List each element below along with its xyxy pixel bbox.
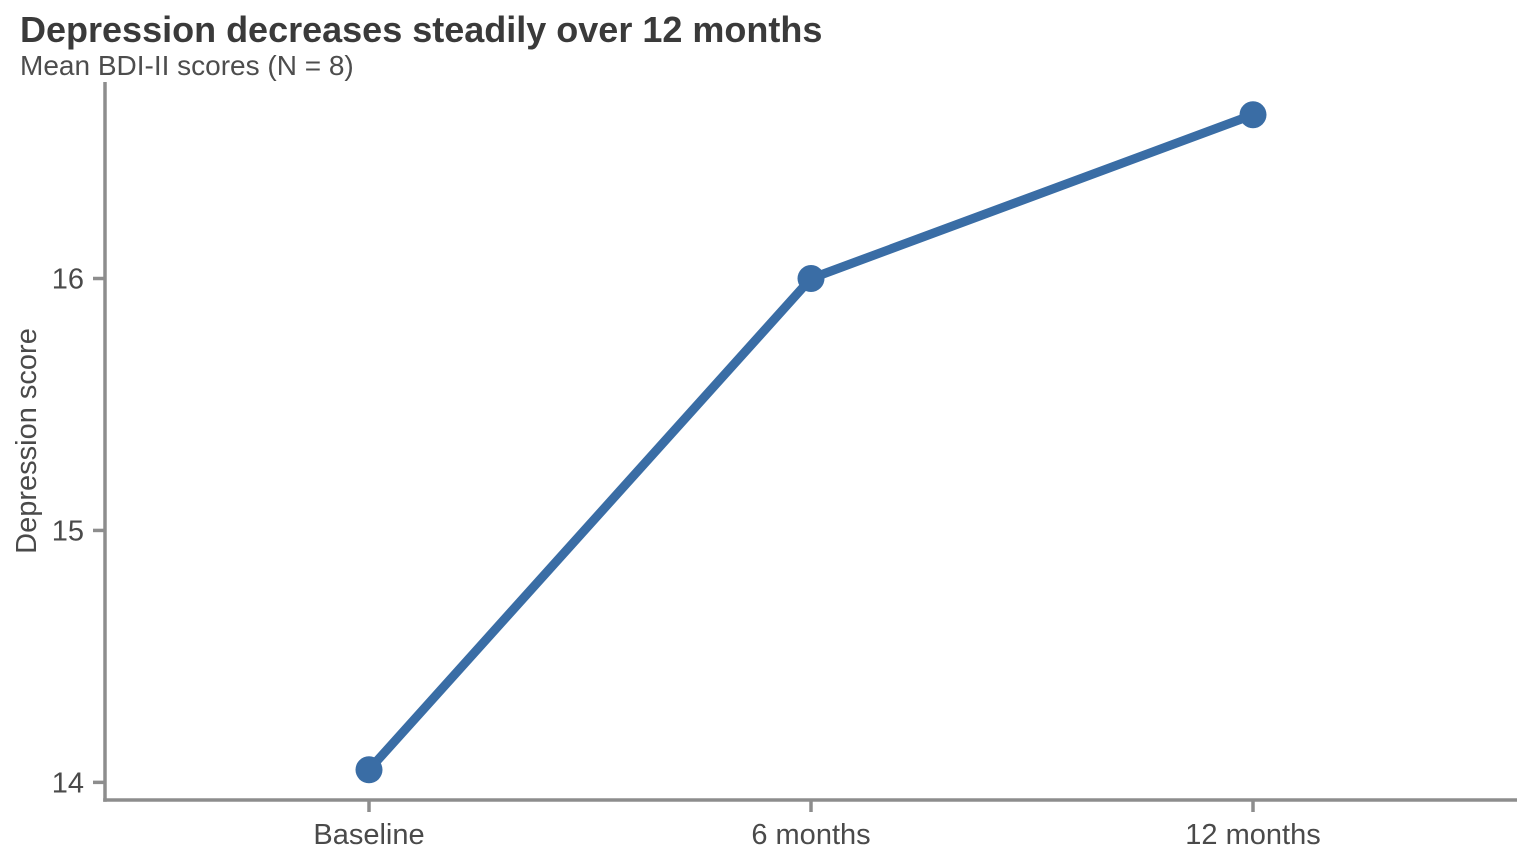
- data-point: [797, 265, 825, 293]
- series-line: [364, 110, 1258, 775]
- y-tick-label: 16: [52, 264, 84, 296]
- x-axis-ticks: Baseline 6 months 12 months: [313, 800, 1321, 851]
- data-point: [355, 756, 383, 784]
- chart-subtitle: Mean BDI-II scores (N = 8): [20, 50, 354, 81]
- x-tick-label: Baseline: [313, 819, 424, 851]
- x-tick-label: 6 months: [751, 819, 870, 851]
- data-point: [1239, 101, 1267, 129]
- data-series: [355, 101, 1267, 784]
- y-axis-ticks: 14 15 16: [52, 264, 105, 799]
- y-axis-title: Depression score: [11, 328, 43, 554]
- chart-header: Depression decreases steadily over 12 mo…: [20, 12, 822, 80]
- y-tick-label: 14: [52, 767, 84, 799]
- x-tick-label: 12 months: [1185, 819, 1320, 851]
- chart-title: Depression decreases steadily over 12 mo…: [20, 9, 823, 50]
- y-tick-label: 15: [52, 515, 84, 547]
